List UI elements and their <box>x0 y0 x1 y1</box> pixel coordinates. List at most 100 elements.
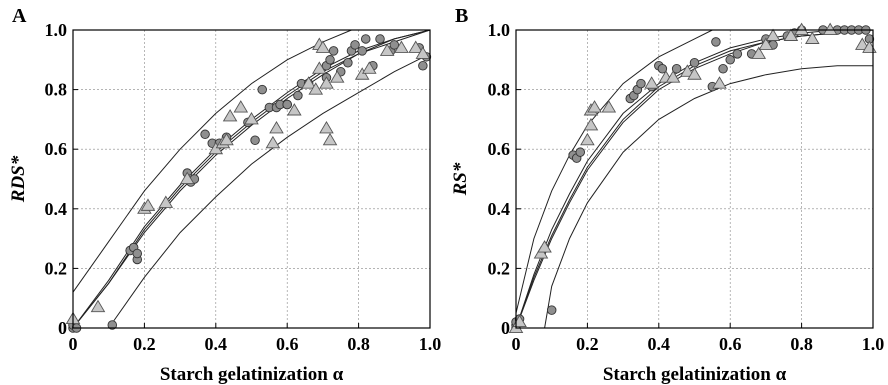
data-point-triangle <box>394 40 409 53</box>
data-point-triangle <box>322 132 338 146</box>
y-tick-label: 0.4 <box>488 199 511 219</box>
data-point-triangle <box>312 61 327 74</box>
x-tick-label: 0.6 <box>276 334 299 354</box>
x-tick-label: 0.8 <box>347 334 370 354</box>
data-point-circle <box>389 40 400 50</box>
data-point-triangle <box>179 171 195 185</box>
data-point-triangle <box>794 22 809 35</box>
plot-frame <box>72 29 431 329</box>
data-point-circle <box>343 58 353 68</box>
data-point-triangle <box>319 120 334 134</box>
fit-curve <box>72 29 431 329</box>
data-point-circle <box>107 320 118 330</box>
data-point-triangle <box>601 100 617 113</box>
x-tick-label: 1.0 <box>862 334 885 354</box>
x-axis-title: Starch gelatinization α <box>160 364 344 385</box>
data-point-circle <box>636 78 646 89</box>
data-point-circle <box>575 147 586 157</box>
data-point-triangle <box>751 46 767 59</box>
data-point-circle <box>293 90 303 101</box>
data-point-triangle <box>712 76 727 89</box>
data-point-triangle <box>587 100 602 113</box>
data-point-circle <box>671 63 682 74</box>
data-point-triangle <box>90 299 106 313</box>
y-tick-label: 0.4 <box>45 199 68 219</box>
data-point-circle <box>546 305 557 315</box>
data-point-triangle <box>415 46 431 59</box>
data-point-triangle <box>822 22 838 35</box>
data-point-triangle <box>233 100 249 113</box>
data-point-circle <box>357 46 367 56</box>
x-tick-label: 0.2 <box>576 334 599 354</box>
data-point-triangle <box>287 103 302 116</box>
data-point-circle <box>711 37 721 47</box>
y-tick-label: 0.2 <box>488 258 511 278</box>
data-point-triangle <box>665 70 681 83</box>
data-point-circle <box>200 129 210 140</box>
x-axis-title: Starch gelatinization α <box>603 364 787 385</box>
data-point-triangle <box>765 28 781 41</box>
fit-curve <box>72 29 431 329</box>
y-tick-label: 0.6 <box>45 139 68 159</box>
data-point-triangle <box>580 132 595 146</box>
y-axis-title: RS* <box>450 162 471 196</box>
data-point-circle <box>132 248 143 259</box>
data-point-circle <box>689 58 700 68</box>
x-tick-label: 0.4 <box>648 334 671 354</box>
data-point-triangle <box>219 132 234 146</box>
data-point-circle <box>418 61 428 71</box>
data-point-triangle <box>158 195 174 208</box>
data-point-triangle <box>687 67 702 80</box>
data-point-triangle <box>301 76 316 89</box>
y-tick-label: 0 <box>58 318 67 338</box>
data-point-circle <box>282 99 292 110</box>
x-tick-label: 0.4 <box>205 334 228 354</box>
x-tick-label: 0 <box>512 334 521 354</box>
panel-letter: B <box>455 5 468 27</box>
data-point-triangle <box>362 61 377 74</box>
data-point-circle <box>350 40 360 50</box>
data-point-circle <box>732 49 743 59</box>
fit-curve <box>72 29 352 293</box>
data-point-circle <box>657 63 668 74</box>
fit-curve <box>72 29 431 329</box>
x-tick-label: 1.0 <box>419 334 442 354</box>
data-point-triangle <box>244 112 259 125</box>
data-point-triangle <box>537 240 552 253</box>
data-point-circle <box>325 55 335 65</box>
y-tick-label: 0 <box>501 318 510 338</box>
data-point-circle <box>375 34 385 44</box>
fit-curve <box>108 53 431 329</box>
data-point-triangle <box>680 64 695 77</box>
y-tick-label: 1.0 <box>488 20 511 40</box>
y-tick-label: 0.6 <box>488 139 511 159</box>
data-point-circle <box>257 84 267 95</box>
x-tick-label: 0 <box>69 334 78 354</box>
fit-curve <box>515 29 874 329</box>
data-point-circle <box>725 55 735 65</box>
data-point-triangle <box>758 37 774 50</box>
data-point-triangle <box>269 120 284 134</box>
x-tick-label: 0.6 <box>719 334 742 354</box>
panel-letter: A <box>12 5 27 27</box>
data-point-triangle <box>644 76 659 89</box>
data-point-circle <box>328 46 339 56</box>
data-point-triangle <box>329 70 345 83</box>
y-tick-label: 1.0 <box>45 20 68 40</box>
data-point-triangle <box>319 76 334 89</box>
y-tick-label: 0.2 <box>45 258 68 278</box>
x-tick-label: 0.2 <box>133 334 156 354</box>
x-tick-label: 0.8 <box>790 334 813 354</box>
data-point-triangle <box>140 198 156 211</box>
data-point-circle <box>250 135 260 146</box>
y-tick-label: 0.8 <box>488 80 511 100</box>
fit-curve <box>544 65 873 329</box>
data-point-triangle <box>855 37 870 50</box>
panel-a: 0 0.2 0.4 0.6 0.8 1.0 0 0.2 0.4 0.6 0.8 1.0 Starch g… <box>8 5 441 385</box>
y-axis-title: RDS* <box>8 155 29 203</box>
data-point-triangle <box>805 31 820 44</box>
data-point-triangle <box>265 135 281 149</box>
plot-frame <box>515 29 874 329</box>
data-point-triangle <box>308 82 324 95</box>
